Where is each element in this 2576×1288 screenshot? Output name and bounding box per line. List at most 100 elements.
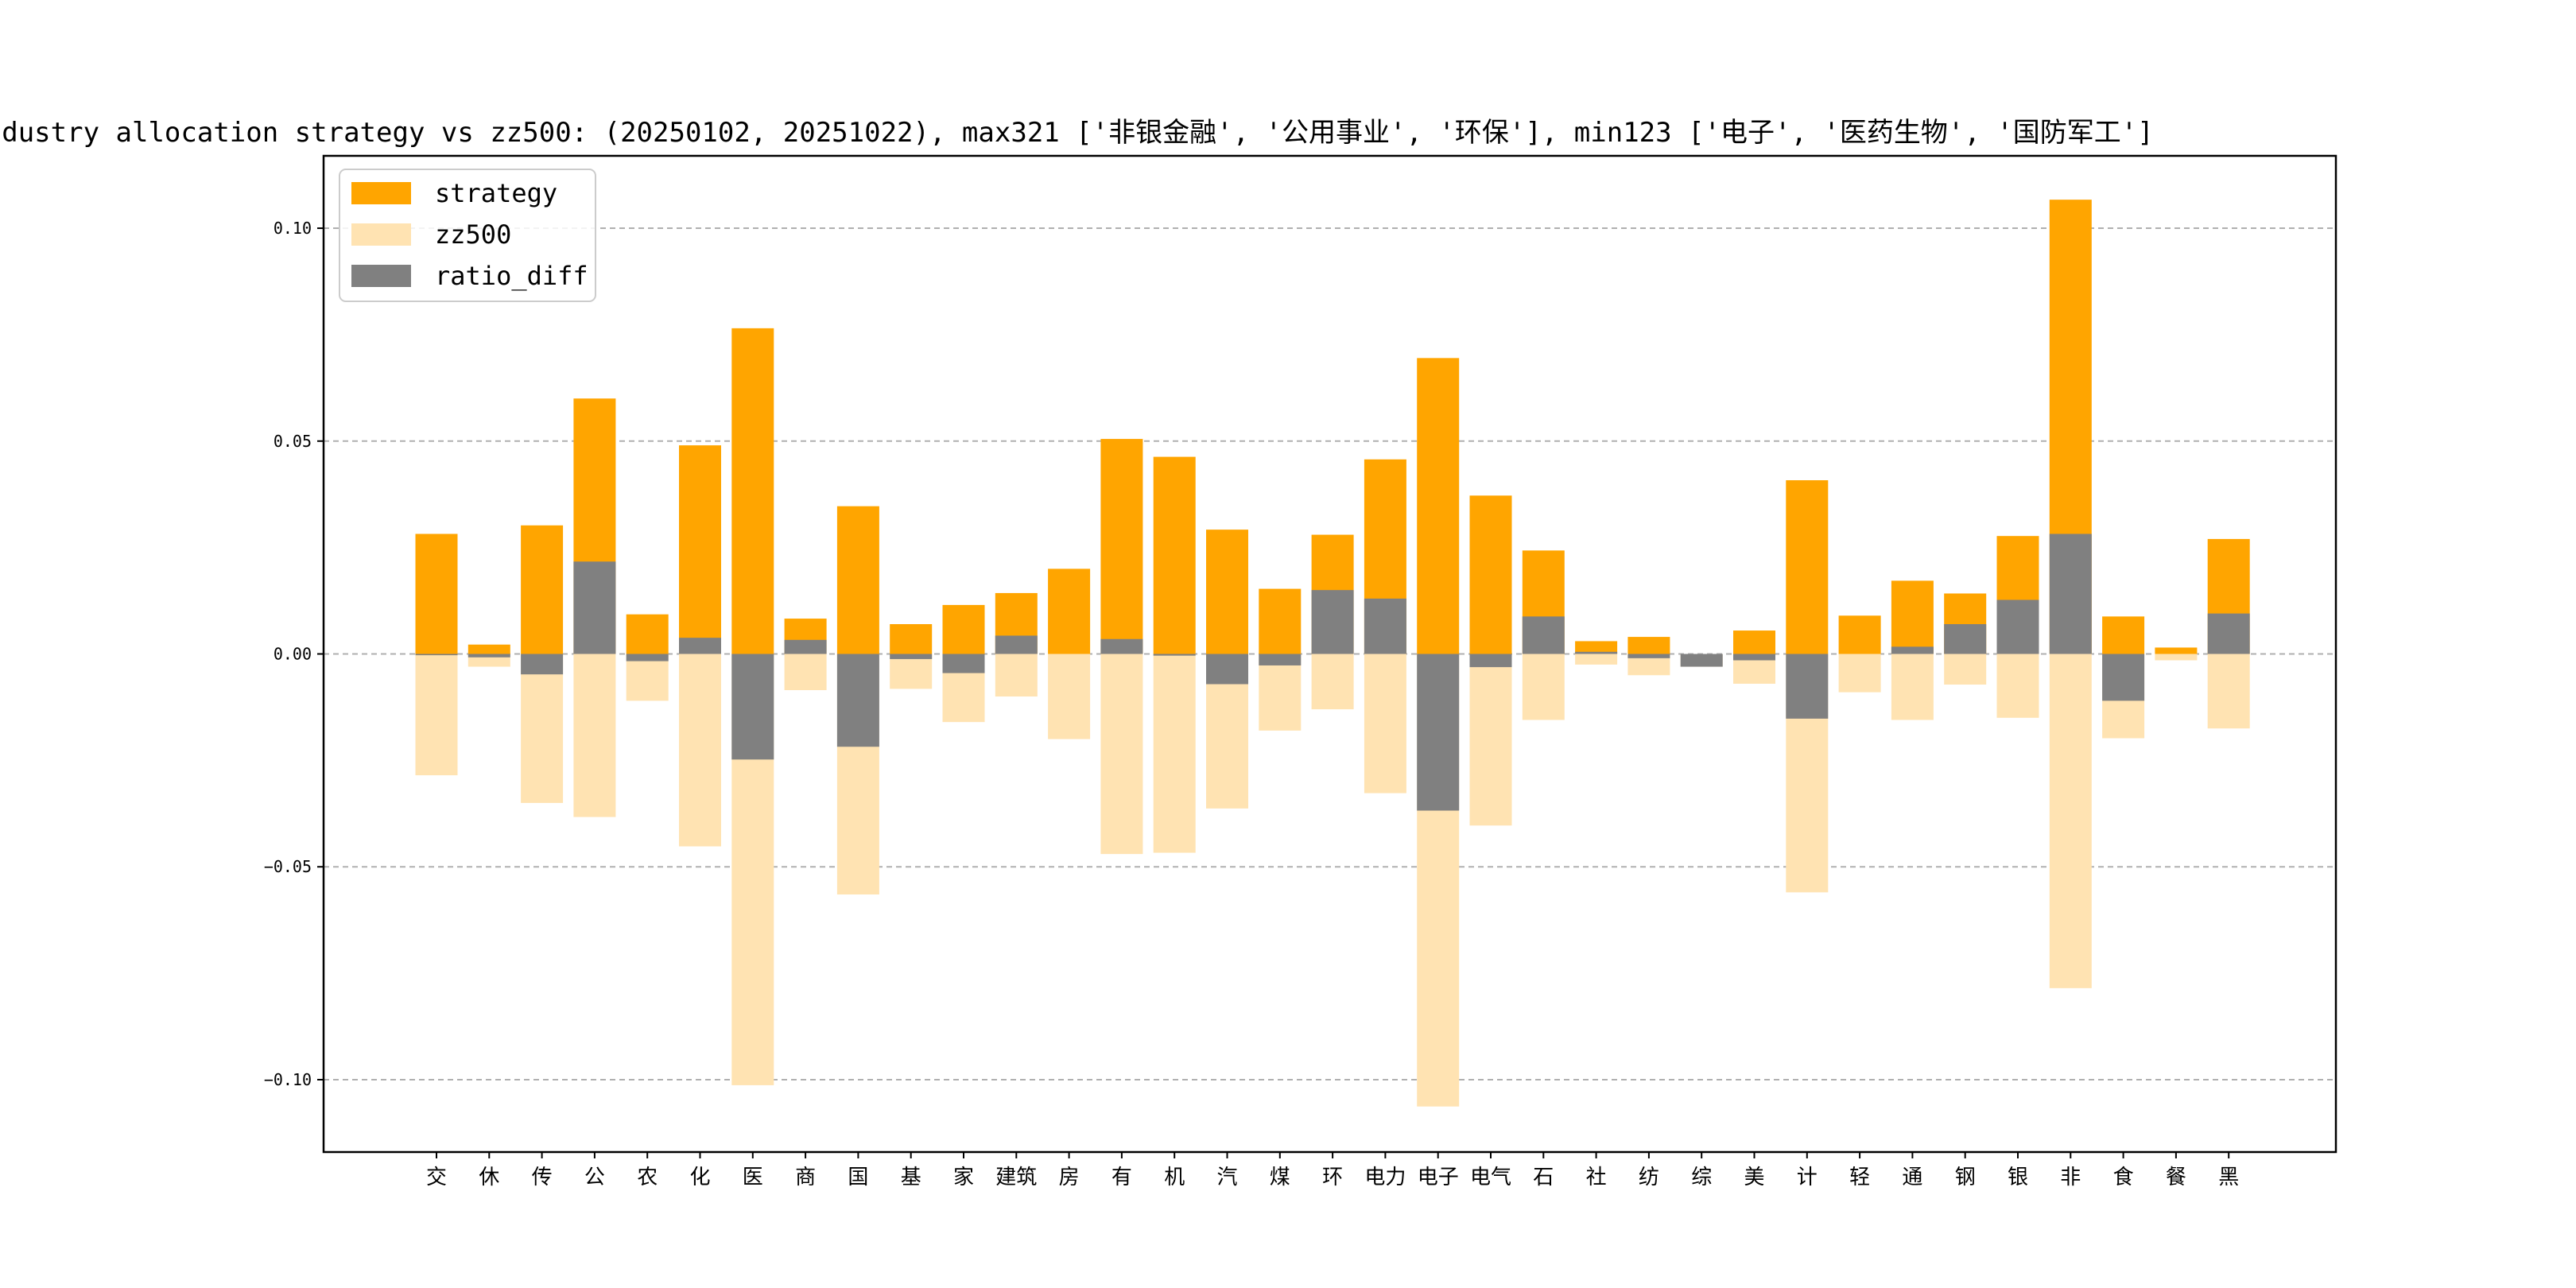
bar-strategy-19 <box>1417 358 1460 654</box>
x-tick-label: 美 <box>1744 1166 1764 1189</box>
bar-strategy-2 <box>521 525 564 654</box>
bar-zz500-20 <box>1469 654 1512 826</box>
bar-ratio_diff-10 <box>942 654 985 673</box>
x-tick-label: 建筑 <box>995 1166 1037 1189</box>
bar-strategy-13 <box>1100 439 1143 654</box>
bar-zz500-7 <box>784 654 827 691</box>
x-tick-label: 电气 <box>1470 1166 1511 1189</box>
y-tick-label: −0.10 <box>264 1070 312 1089</box>
bar-ratio_diff-14 <box>1153 654 1196 656</box>
legend-label: ratio_diff <box>435 261 588 291</box>
x-tick-label: 休 <box>479 1166 499 1189</box>
x-tick-label: 公 <box>584 1166 605 1189</box>
legend-swatch <box>351 265 411 287</box>
bar-ratio_diff-20 <box>1469 654 1512 668</box>
bar-zz500-21 <box>1522 654 1565 720</box>
legend: strategy zz500 ratio_diff <box>339 169 596 302</box>
x-tick-label: 交 <box>426 1166 447 1189</box>
bar-zz500-18 <box>1364 654 1406 793</box>
bar-zz500-33 <box>2155 654 2198 661</box>
bar-ratio_diff-5 <box>679 638 721 654</box>
x-tick-label: 石 <box>1533 1166 1554 1189</box>
bar-zz500-31 <box>2049 654 2092 988</box>
bar-ratio_diff-8 <box>836 654 879 747</box>
bar-ratio_diff-24 <box>1680 654 1723 667</box>
bar-ratio_diff-9 <box>890 654 933 659</box>
bar-zz500-12 <box>1048 654 1091 739</box>
bar-zz500-2 <box>521 654 564 803</box>
x-tick-label: 家 <box>953 1166 974 1189</box>
x-tick-label: 化 <box>689 1166 710 1189</box>
x-tick-label: 餐 <box>2166 1166 2186 1189</box>
bar-strategy-26 <box>1786 480 1829 654</box>
x-tick-label: 食 <box>2113 1166 2134 1189</box>
bar-ratio_diff-25 <box>1733 654 1775 661</box>
bar-ratio_diff-3 <box>573 561 616 654</box>
x-tick-label: 医 <box>743 1166 763 1189</box>
x-tick-label: 电子 <box>1418 1166 1459 1189</box>
bar-ratio_diff-28 <box>1891 646 1934 654</box>
y-tick-label: −0.05 <box>264 857 312 876</box>
x-tick-label: 汽 <box>1216 1166 1237 1189</box>
bar-strategy-0 <box>415 533 458 654</box>
bar-zz500-30 <box>1996 654 2039 718</box>
x-tick-label: 非 <box>2060 1166 2081 1189</box>
bar-ratio_diff-26 <box>1786 654 1829 719</box>
x-tick-label: 黑 <box>2218 1166 2239 1189</box>
x-tick-label: 煤 <box>1270 1166 1290 1189</box>
bar-zz500-34 <box>2207 654 2250 729</box>
bar-strategy-32 <box>2102 616 2145 654</box>
bar-strategy-9 <box>890 624 933 654</box>
bar-zz500-3 <box>573 654 616 817</box>
bar-ratio_diff-19 <box>1417 654 1460 811</box>
bar-zz500-5 <box>679 654 721 847</box>
bar-strategy-5 <box>679 445 721 654</box>
bar-ratio_diff-23 <box>1627 654 1670 658</box>
chart-title: industry allocation strategy vs zz500: (… <box>0 117 2154 149</box>
bar-zz500-4 <box>626 654 669 701</box>
y-tick-label: 0.05 <box>274 432 312 451</box>
bar-ratio_diff-6 <box>731 654 774 760</box>
bar-ratio_diff-1 <box>467 654 510 658</box>
bar-ratio_diff-15 <box>1206 654 1248 685</box>
bar-zz500-0 <box>415 654 458 776</box>
bar-zz500-9 <box>890 654 933 689</box>
bar-ratio_diff-2 <box>521 654 564 675</box>
x-tick-label: 钢 <box>1955 1166 1976 1189</box>
bar-ratio_diff-21 <box>1522 616 1565 654</box>
bar-ratio_diff-29 <box>1944 624 1987 654</box>
bar-ratio_diff-31 <box>2049 533 2092 654</box>
bar-zz500-16 <box>1259 654 1302 731</box>
x-tick-label: 基 <box>901 1166 921 1189</box>
bar-strategy-33 <box>2155 647 2198 654</box>
bar-strategy-23 <box>1627 637 1670 654</box>
bar-ratio_diff-18 <box>1364 598 1406 654</box>
legend-swatch <box>351 223 411 246</box>
x-tick-label: 计 <box>1797 1166 1818 1189</box>
bar-strategy-15 <box>1206 530 1248 654</box>
bar-strategy-22 <box>1575 641 1618 654</box>
bar-zz500-13 <box>1100 654 1143 855</box>
bar-zz500-14 <box>1153 654 1196 853</box>
bar-ratio_diff-13 <box>1100 638 1143 654</box>
bar-ratio_diff-17 <box>1311 590 1354 654</box>
bar-strategy-1 <box>467 644 510 654</box>
bar-strategy-10 <box>942 604 985 654</box>
x-tick-label: 电力 <box>1364 1166 1406 1189</box>
bar-zz500-22 <box>1575 654 1618 665</box>
bar-strategy-4 <box>626 614 669 654</box>
bar-strategy-8 <box>836 506 879 654</box>
bar-zz500-27 <box>1838 654 1881 692</box>
x-tick-label: 农 <box>637 1166 658 1189</box>
bar-zz500-29 <box>1944 654 1987 685</box>
bar-ratio_diff-34 <box>2207 613 2250 654</box>
bar-ratio_diff-0 <box>415 654 458 656</box>
x-tick-label: 商 <box>795 1166 816 1189</box>
x-tick-label: 通 <box>1902 1166 1922 1189</box>
legend-label: strategy <box>435 178 557 208</box>
x-tick-label: 机 <box>1164 1166 1185 1189</box>
legend-swatch <box>351 182 411 204</box>
bar-strategy-6 <box>731 328 774 654</box>
bar-ratio_diff-11 <box>995 635 1038 654</box>
